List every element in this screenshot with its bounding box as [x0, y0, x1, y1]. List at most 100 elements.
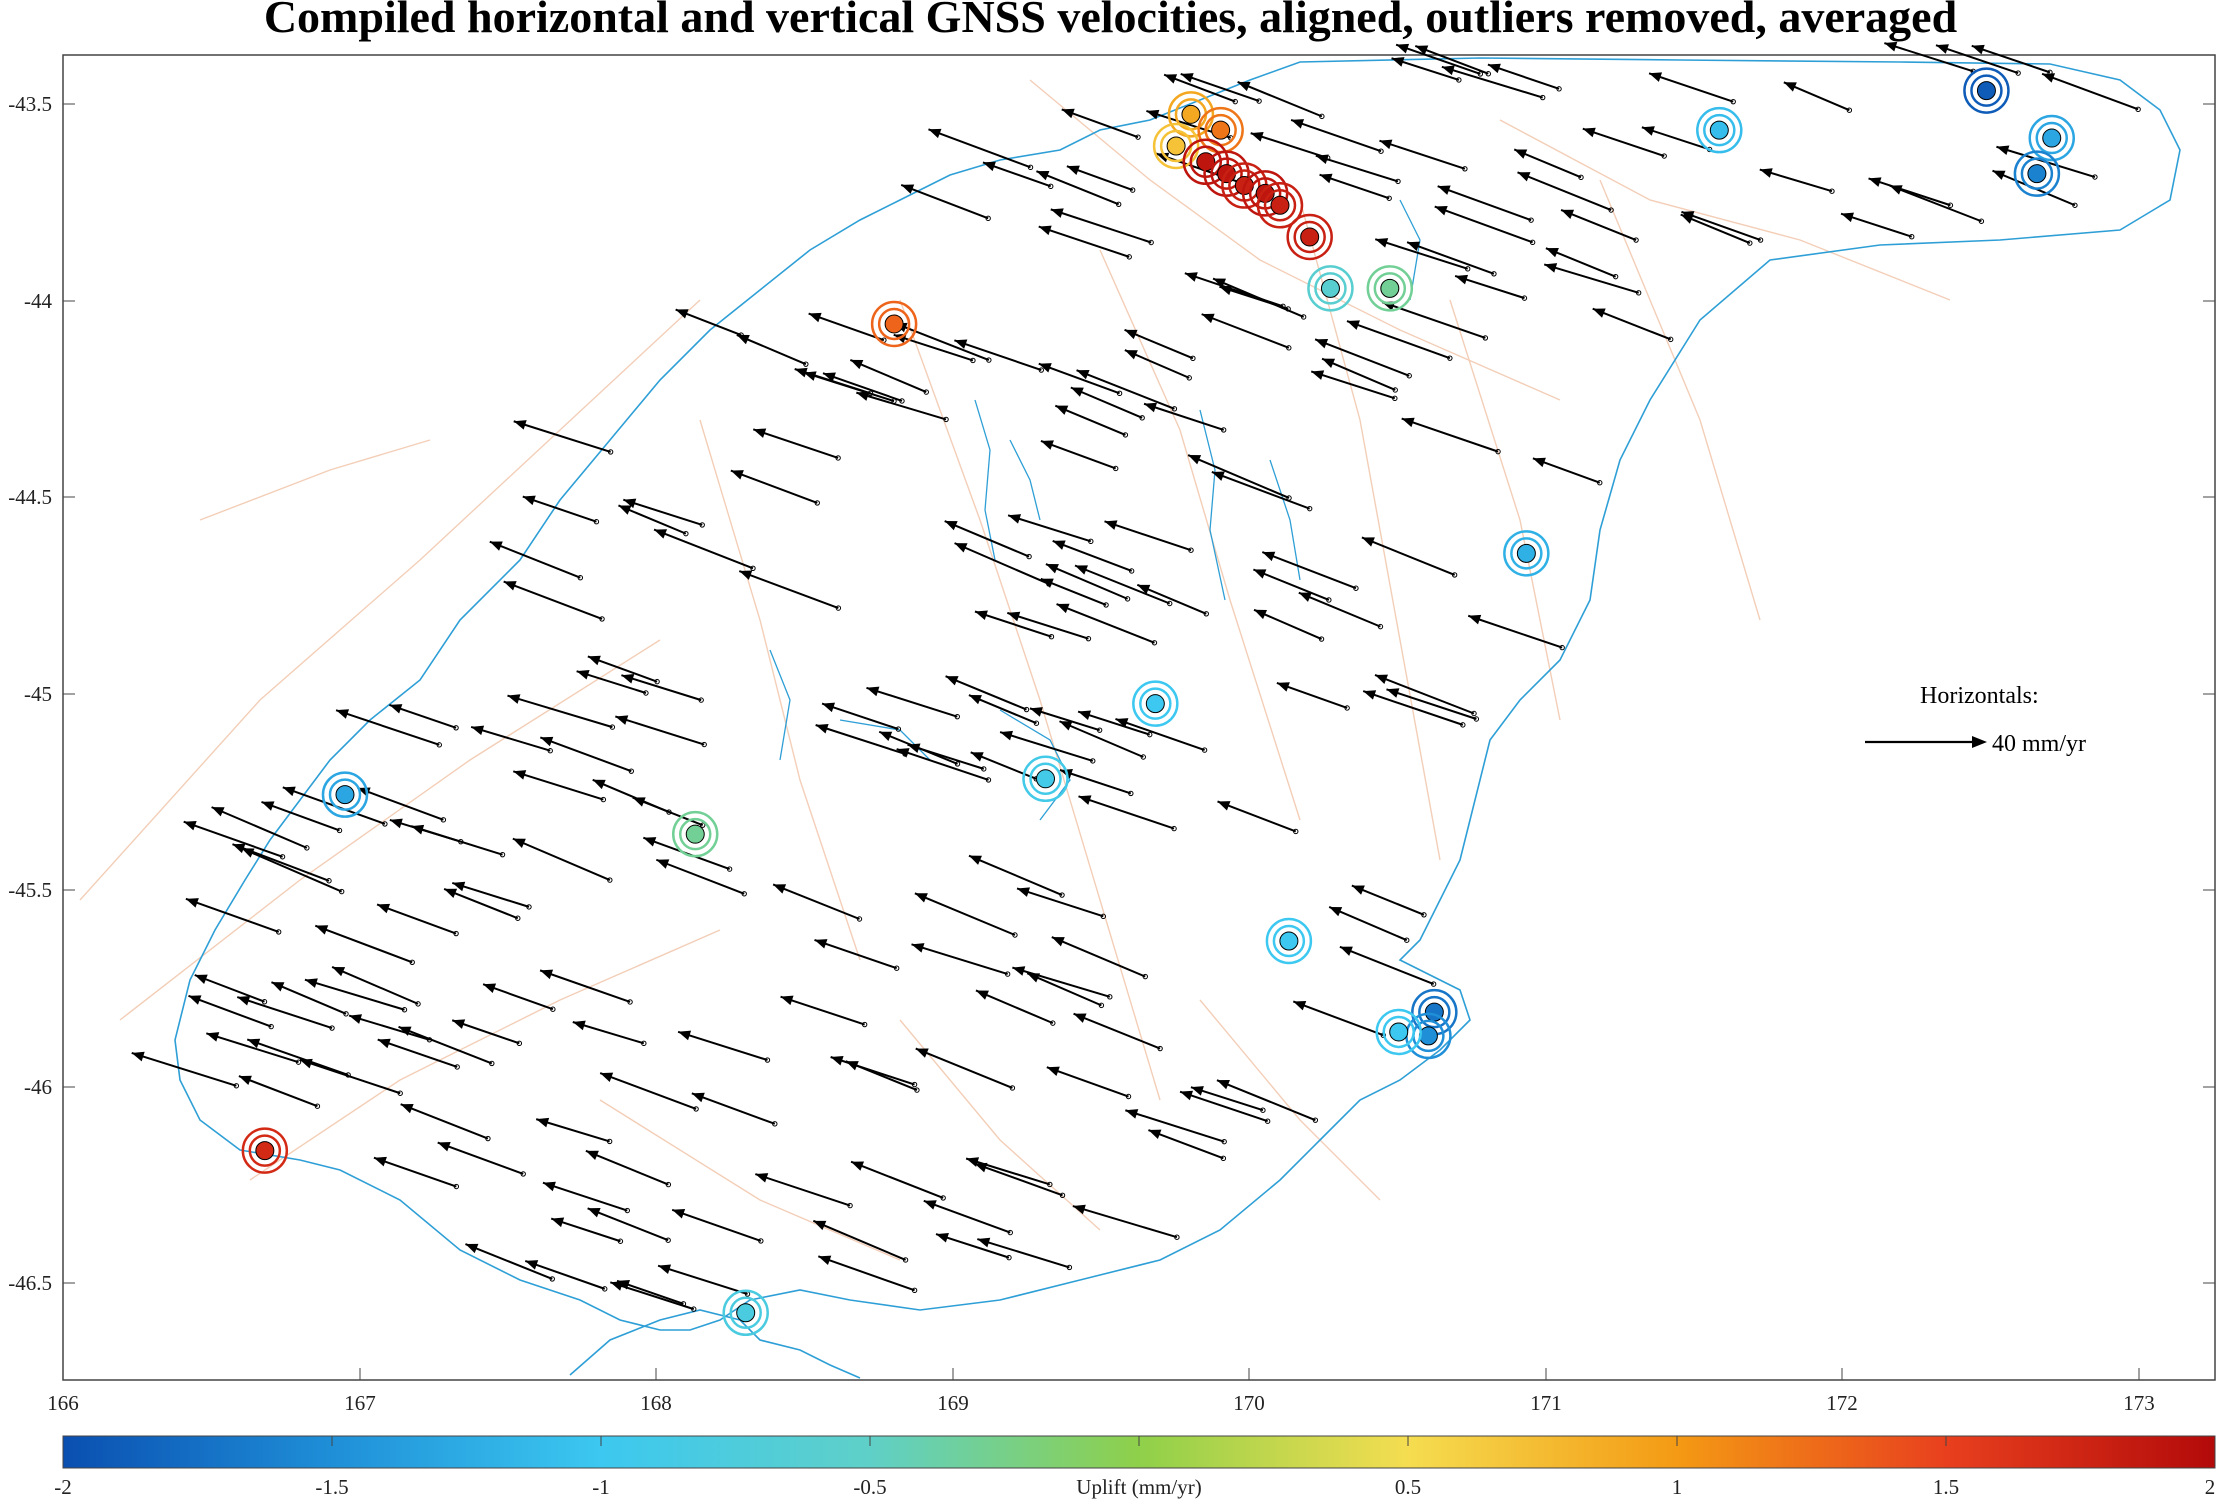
uplift-ring [1418, 995, 1451, 1029]
velocity-arrowhead [822, 372, 836, 382]
velocity-origin [1395, 178, 1401, 185]
uplift-site-marker [1022, 755, 1069, 803]
velocity-arrowhead [815, 723, 829, 734]
velocity-arrowhead [1298, 592, 1312, 602]
uplift-ring [1167, 91, 1215, 138]
velocity-origin [1324, 155, 1331, 161]
velocity-arrow [1163, 73, 1236, 103]
velocity-origin [699, 522, 705, 528]
velocity-arrowhead [1038, 363, 1052, 373]
velocity-origin [911, 1287, 918, 1294]
velocity-origin [1128, 568, 1135, 574]
colorbar-tick: -0.5 [853, 1475, 886, 1499]
velocity-arrow [1543, 263, 1639, 294]
uplift-site-marker [1963, 67, 2010, 114]
velocity-origin [643, 690, 649, 696]
uplift-ring [1152, 122, 1200, 170]
velocity-arrow [814, 938, 898, 970]
velocity-arrow [513, 420, 611, 453]
uplift-site-marker [1265, 917, 1313, 965]
velocity-origin [1846, 107, 1853, 113]
velocity-arrow [1379, 139, 1466, 170]
uplift-ring [678, 817, 712, 851]
velocity-arrowhead [1219, 285, 1233, 296]
velocity-origin [1115, 201, 1122, 207]
uplift-site-marker [1307, 265, 1354, 312]
velocity-arrowhead [914, 893, 928, 903]
uplift-ring [671, 810, 719, 858]
uplift-site-marker [671, 810, 719, 858]
velocity-arrow [489, 540, 581, 579]
velocity-origin [550, 1006, 556, 1012]
velocity-arrow [754, 1173, 851, 1207]
velocity-origin [985, 777, 992, 783]
uplift-dot [1418, 1026, 1438, 1046]
velocity-arrow [400, 1103, 489, 1140]
velocity-arrowhead [452, 1019, 466, 1029]
velocity-origin [1103, 602, 1109, 608]
velocity-arrow [1219, 285, 1289, 310]
velocity-origin [1528, 217, 1534, 223]
velocity-origin [1023, 706, 1030, 713]
velocity-arrow [974, 610, 1052, 638]
velocity-origin [911, 1081, 918, 1088]
velocity-origin [1009, 1085, 1016, 1091]
uplift-ring [2013, 150, 2061, 197]
velocity-arrow [1051, 936, 1146, 978]
velocity-origin [279, 854, 286, 860]
velocity-origin [1140, 754, 1146, 760]
uplift-ring [1703, 113, 1736, 147]
velocity-origin [1326, 597, 1332, 603]
uplift-dot [1389, 1022, 1409, 1042]
velocity-origin [1556, 86, 1562, 92]
velocity-arrowhead [1017, 887, 1030, 897]
velocity-origin [343, 1011, 349, 1017]
uplift-sites [241, 67, 2075, 1337]
uplift-dot [2027, 164, 2047, 184]
velocity-arrowhead [1291, 119, 1305, 129]
velocity-arrow [1840, 212, 1913, 238]
velocity-arrow [1437, 185, 1532, 222]
velocity-origin [1406, 373, 1412, 379]
velocity-arrowhead [411, 824, 425, 835]
velocity-arrow [954, 339, 1042, 371]
velocity-arrow [585, 1149, 669, 1186]
velocity-arrowhead [1386, 688, 1400, 698]
velocity-arrowhead [1124, 329, 1138, 340]
velocity-arrowhead [1050, 208, 1064, 218]
velocity-arrowhead [315, 925, 329, 935]
velocity-arrow [1115, 717, 1205, 752]
velocity-arrow [539, 736, 632, 773]
uplift-ring [1286, 213, 1333, 261]
velocity-arrowhead [1038, 225, 1052, 236]
velocity-origin [1286, 345, 1292, 351]
velocity-arrow [657, 1264, 748, 1295]
velocity-arrowhead [349, 1014, 363, 1024]
velocity-arrowhead [975, 990, 989, 1000]
velocity-origin [981, 766, 987, 772]
uplift-dot [335, 785, 355, 805]
velocity-origin [1007, 1229, 1013, 1236]
velocity-origin [665, 1181, 672, 1188]
uplift-ring [1263, 189, 1297, 222]
velocity-origin [345, 1072, 351, 1078]
velocity-origin [1203, 611, 1209, 617]
velocity-arrow [1276, 681, 1348, 709]
velocity-origin [1608, 207, 1614, 213]
velocity-arrowhead [851, 1161, 865, 1171]
velocity-arrow [1040, 440, 1117, 470]
velocity-origin [1451, 572, 1458, 578]
uplift-ring [2020, 157, 2054, 190]
velocity-origin [2135, 106, 2141, 113]
velocity-origin [1190, 355, 1196, 362]
velocity-arrow [512, 770, 604, 801]
velocity-arrowhead [513, 420, 527, 430]
uplift-ring [328, 778, 362, 811]
velocity-arrowhead [1992, 170, 2006, 180]
velocity-arrowhead [1156, 152, 1170, 163]
velocity-arrowhead [1379, 139, 1393, 150]
velocity-arrowhead [1253, 569, 1267, 579]
uplift-dot [1380, 278, 1400, 298]
velocity-arrow [443, 888, 519, 920]
velocity-arrow [1513, 148, 1582, 179]
